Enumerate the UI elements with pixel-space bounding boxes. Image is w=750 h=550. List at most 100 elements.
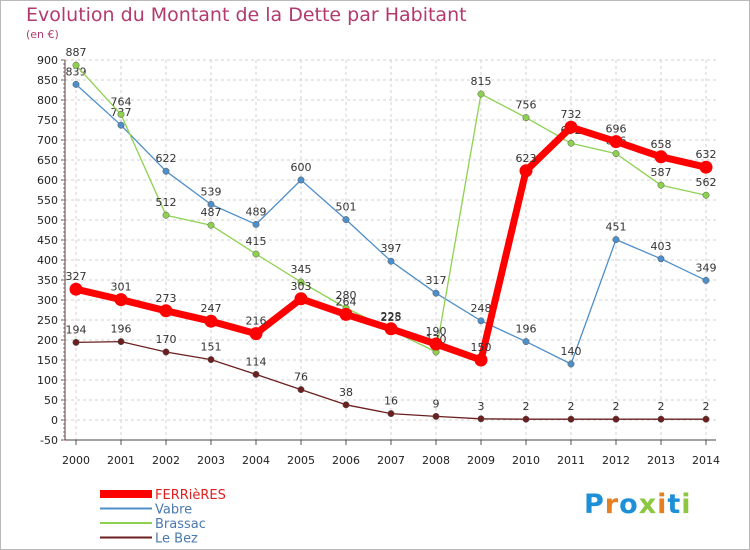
series-le-bez: 194 196 170 151 114 76 38 16 9 3 2 2 2 2 2: [66, 323, 710, 423]
y-tick-label: 250: [37, 314, 58, 327]
series-vabre: 8397376225394896005013973172481961404514…: [66, 65, 717, 368]
data-point: [207, 200, 215, 208]
data-label: 658: [651, 138, 672, 151]
data-label: 280: [336, 289, 357, 302]
x-tick-label: 2009: [467, 454, 495, 467]
data-point: [72, 61, 80, 69]
x-tick-label: 2007: [377, 454, 405, 467]
data-label: 562: [696, 176, 717, 189]
proxiti-logo: Proxiti: [584, 489, 692, 520]
data-point: [477, 415, 485, 423]
data-label: 190: [426, 325, 447, 338]
data-label: 317: [426, 274, 447, 287]
legend-label: Le Bez: [155, 532, 198, 547]
data-label: 815: [471, 75, 492, 88]
data-point: [522, 114, 530, 122]
y-tick-label: 650: [37, 154, 58, 167]
data-label: 397: [381, 242, 402, 255]
x-tick-label: 2002: [152, 454, 180, 467]
x-tick-label: 2006: [332, 454, 360, 467]
data-label: 732: [561, 108, 582, 121]
data-label: 216: [246, 315, 267, 328]
data-label: 539: [201, 185, 222, 198]
logo-letter: t: [667, 489, 682, 520]
data-label: 228: [381, 310, 402, 323]
data-point: [117, 338, 125, 346]
data-point: [567, 415, 575, 423]
data-label: 76: [294, 371, 308, 384]
data-point: [207, 356, 215, 364]
series-ferrières: 327 301 273 247 216 303 264 228 190 150 623 732 696 6…: [66, 108, 717, 367]
data-label: 487: [201, 206, 222, 219]
data-label: 301: [111, 281, 132, 294]
data-point: [702, 415, 710, 423]
data-label: 150: [471, 341, 492, 354]
data-point: [69, 282, 83, 296]
logo-letter: r: [604, 489, 620, 520]
y-tick-label: 850: [37, 74, 58, 87]
legend-label: Brassac: [155, 517, 206, 532]
logo-letter: P: [584, 489, 605, 520]
y-tick-label: 550: [37, 194, 58, 207]
data-label: 3: [478, 400, 485, 413]
y-tick-label: 700: [37, 134, 58, 147]
data-point: [564, 120, 578, 134]
x-tick-label: 2000: [62, 454, 90, 467]
data-label: 345: [291, 263, 312, 276]
data-label: 38: [339, 386, 353, 399]
data-point: [522, 338, 530, 346]
data-point: [432, 412, 440, 420]
data-label: 887: [66, 46, 87, 59]
series-group: 8397376225394896005013973172481961404514…: [66, 46, 717, 423]
x-tick-label: 2003: [197, 454, 225, 467]
x-tick-label: 2008: [422, 454, 450, 467]
y-tick-label: 0: [51, 414, 58, 427]
data-point: [249, 327, 263, 341]
y-tick-label: 350: [37, 274, 58, 287]
data-point: [204, 314, 218, 328]
data-label: 489: [246, 205, 267, 218]
data-point: [702, 191, 710, 199]
logo-letter: o: [619, 489, 639, 520]
x-tick-label: 2004: [242, 454, 270, 467]
data-label: 349: [696, 261, 717, 274]
data-label: 303: [291, 280, 312, 293]
data-label: 2: [703, 400, 710, 413]
data-point: [429, 337, 443, 351]
y-tick-label: 750: [37, 114, 58, 127]
data-point: [477, 317, 485, 325]
y-tick-label: 150: [37, 354, 58, 367]
data-label: 170: [156, 333, 177, 346]
logo-letter: x: [638, 489, 658, 520]
data-label: 2: [613, 400, 620, 413]
data-point: [297, 278, 305, 286]
x-tick-label: 2013: [647, 454, 675, 467]
data-point: [477, 90, 485, 98]
data-point: [654, 150, 668, 164]
data-point: [252, 220, 260, 228]
data-point: [72, 338, 80, 346]
chart-unit-label: (en €): [26, 28, 59, 41]
x-tick-label: 2005: [287, 454, 315, 467]
data-point: [387, 410, 395, 418]
data-point: [72, 80, 80, 88]
data-point: [297, 386, 305, 394]
data-point: [612, 236, 620, 244]
data-point: [387, 257, 395, 265]
data-label: 196: [516, 323, 537, 336]
grid: [65, 59, 716, 441]
data-point: [567, 360, 575, 368]
data-label: 2: [523, 400, 530, 413]
data-point: [342, 216, 350, 224]
data-label: 403: [651, 240, 672, 253]
data-point: [432, 289, 440, 297]
y-tick-label: 300: [37, 294, 58, 307]
data-label: 512: [156, 196, 177, 209]
data-label: 9: [433, 397, 440, 410]
chart-title: Evolution du Montant de la Dette par Hab…: [26, 4, 467, 26]
logo-letter: i: [657, 489, 668, 520]
x-tick-label: 2001: [107, 454, 135, 467]
data-label: 151: [201, 341, 222, 354]
data-point: [522, 415, 530, 423]
